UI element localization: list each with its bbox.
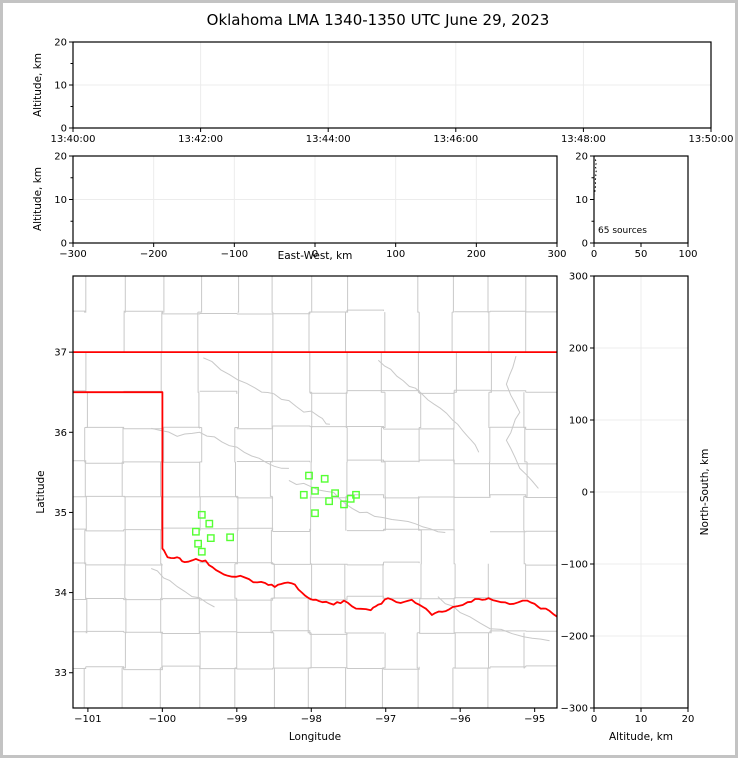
- x-tick-label: 13:50:00: [689, 134, 734, 145]
- y-tick-label: 34: [54, 588, 67, 599]
- source-marker: [205, 519, 214, 528]
- source-marker: [346, 494, 355, 503]
- x-tick-label: 50: [635, 249, 648, 260]
- source-marker: [191, 527, 200, 536]
- x-tick-label: −101: [74, 714, 101, 725]
- x-tick-label: 13:40:00: [51, 134, 96, 145]
- x-tick-label: 200: [467, 249, 486, 260]
- source-marker: [331, 489, 339, 498]
- x-tick-label: −200: [140, 249, 167, 260]
- x-tick-label: 13:42:00: [178, 134, 223, 145]
- y-tick-label: 200: [569, 344, 588, 355]
- x-tick-label: 0: [591, 714, 597, 725]
- x-tick-label: 13:46:00: [433, 134, 478, 145]
- x-tick-label: 300: [547, 249, 566, 260]
- y-tick-label: 20: [575, 152, 588, 163]
- x-tick-label: −95: [524, 714, 545, 725]
- x-tick-label: 0: [312, 249, 318, 260]
- x-tick-label: −98: [301, 714, 322, 725]
- source-marker: [197, 547, 206, 556]
- source-marker: [299, 490, 308, 499]
- y-tick-label: 10: [54, 195, 67, 206]
- x-tick-label: −100: [221, 249, 248, 260]
- y-tick-label: 36: [54, 428, 67, 439]
- x-tick-label: 20: [682, 714, 695, 725]
- x-tick-label: 0: [591, 249, 597, 260]
- y-tick-label: 0: [61, 124, 67, 135]
- map-xlabel: Longitude: [288, 731, 342, 743]
- y-tick-label: 0: [582, 239, 588, 250]
- x-tick-label: 13:44:00: [306, 134, 351, 145]
- panel-map: [73, 276, 557, 708]
- panel-northsouth-altitude: 0 10 20 −300 −200 −100 0 100 200 300: [561, 272, 695, 726]
- ns-panel-ylabel: North-South, km: [699, 448, 711, 536]
- x-tick-label: 10: [635, 714, 648, 725]
- plot-title: Oklahoma LMA 1340-1350 UTC June 29, 2023: [206, 11, 550, 29]
- y-tick-label: −300: [561, 704, 588, 715]
- x-tick-label: −99: [226, 714, 247, 725]
- map-ylabel: Latitude: [35, 470, 47, 514]
- y-tick-label: 0: [61, 239, 67, 250]
- x-tick-label: −300: [59, 249, 86, 260]
- x-tick-label: −97: [375, 714, 396, 725]
- source-marker: [325, 497, 333, 506]
- sources-count-label: 65 sources: [598, 226, 647, 236]
- y-tick-label: 100: [569, 416, 588, 427]
- x-tick-label: −96: [450, 714, 471, 725]
- panel-time-altitude: 13:40:00 13:42:00 13:44:00 13:46:00 13:48:00…: [51, 38, 734, 146]
- y-tick-label: 10: [54, 81, 67, 92]
- source-marker: [320, 474, 329, 483]
- county-boundaries: [73, 276, 557, 708]
- river-lines: [151, 355, 550, 642]
- source-marker: [352, 490, 360, 499]
- time-panel-ylabel: Altitude, km: [32, 52, 44, 118]
- source-marker: [197, 510, 206, 519]
- y-tick-label: 0: [582, 488, 588, 499]
- y-tick-label: −100: [561, 560, 588, 571]
- source-marker: [311, 486, 319, 495]
- y-tick-label: 20: [54, 38, 67, 49]
- y-tick-label: 10: [575, 195, 588, 206]
- source-marker: [340, 500, 348, 509]
- panel-source-histogram: 0 50 100 0 10 20: [575, 152, 697, 261]
- altitude-histogram-line: [594, 159, 598, 195]
- panel-eastwest-altitude: −300 −200 −100 0 100 200 300 0 10 20: [54, 152, 566, 261]
- source-markers: [191, 471, 360, 556]
- source-marker: [311, 509, 319, 518]
- source-marker: [194, 539, 202, 548]
- source-marker: [226, 533, 234, 542]
- y-tick-label: 33: [54, 668, 67, 679]
- map-axes: −101 −100 −99 −98 −97 −96 −95 33 34 35 36 37: [54, 275, 558, 725]
- ns-panel-xlabel: Altitude, km: [608, 731, 674, 743]
- state-border: [73, 351, 557, 618]
- x-tick-label: 100: [678, 249, 697, 260]
- source-marker: [305, 471, 313, 480]
- y-tick-label: 300: [569, 272, 588, 283]
- x-tick-label: 100: [386, 249, 405, 260]
- ew-panel-ylabel: Altitude, km: [32, 166, 44, 232]
- x-tick-label: −100: [149, 714, 176, 725]
- source-marker: [206, 534, 215, 543]
- ew-panel-xlabel: East-West, km: [277, 250, 353, 262]
- y-tick-label: −200: [561, 632, 588, 643]
- y-tick-label: 20: [54, 152, 67, 163]
- y-tick-label: 37: [54, 348, 67, 359]
- x-tick-label: 13:48:00: [561, 134, 606, 145]
- y-tick-label: 35: [54, 508, 67, 519]
